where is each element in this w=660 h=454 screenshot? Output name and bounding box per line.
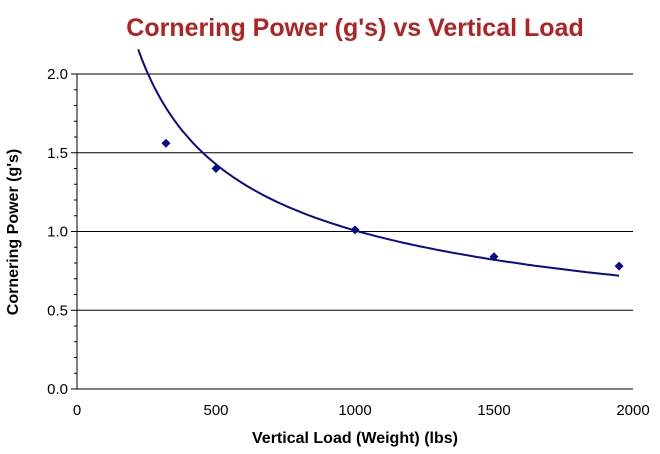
x-tick-label-1: 500 <box>203 402 228 419</box>
y-tick-label-0: 0.0 <box>47 381 68 398</box>
data-points <box>161 138 624 271</box>
y-tick-label-1: 0.5 <box>47 302 68 319</box>
grid-lines <box>77 73 633 311</box>
data-point-0 <box>161 138 171 148</box>
tick-labels: 0.0 0.5 1.0 1.5 2.0 0 500 1000 1500 2000 <box>47 66 650 419</box>
x-tick-label-4: 2000 <box>616 402 649 419</box>
data-point-3 <box>489 252 499 262</box>
y-tick-label-4: 2.0 <box>47 66 68 83</box>
x-tick-label-2: 1000 <box>338 402 371 419</box>
axes <box>71 73 633 390</box>
x-tick-label-3: 1500 <box>477 402 510 419</box>
data-point-4 <box>614 261 624 271</box>
y-tick-label-3: 1.5 <box>47 145 68 162</box>
trendline-path <box>137 49 620 277</box>
chart-title: Cornering Power (g's) vs Vertical Load <box>126 14 583 42</box>
x-tick-label-0: 0 <box>73 402 81 419</box>
x-axis-label: Vertical Load (Weight) (lbs) <box>252 430 458 447</box>
data-point-1 <box>211 164 221 173</box>
trendline <box>137 49 620 277</box>
y-tick-label-2: 1.0 <box>47 224 68 241</box>
data-point-2 <box>350 225 360 235</box>
y-axis-label: Cornering Power (g's) <box>5 149 22 315</box>
